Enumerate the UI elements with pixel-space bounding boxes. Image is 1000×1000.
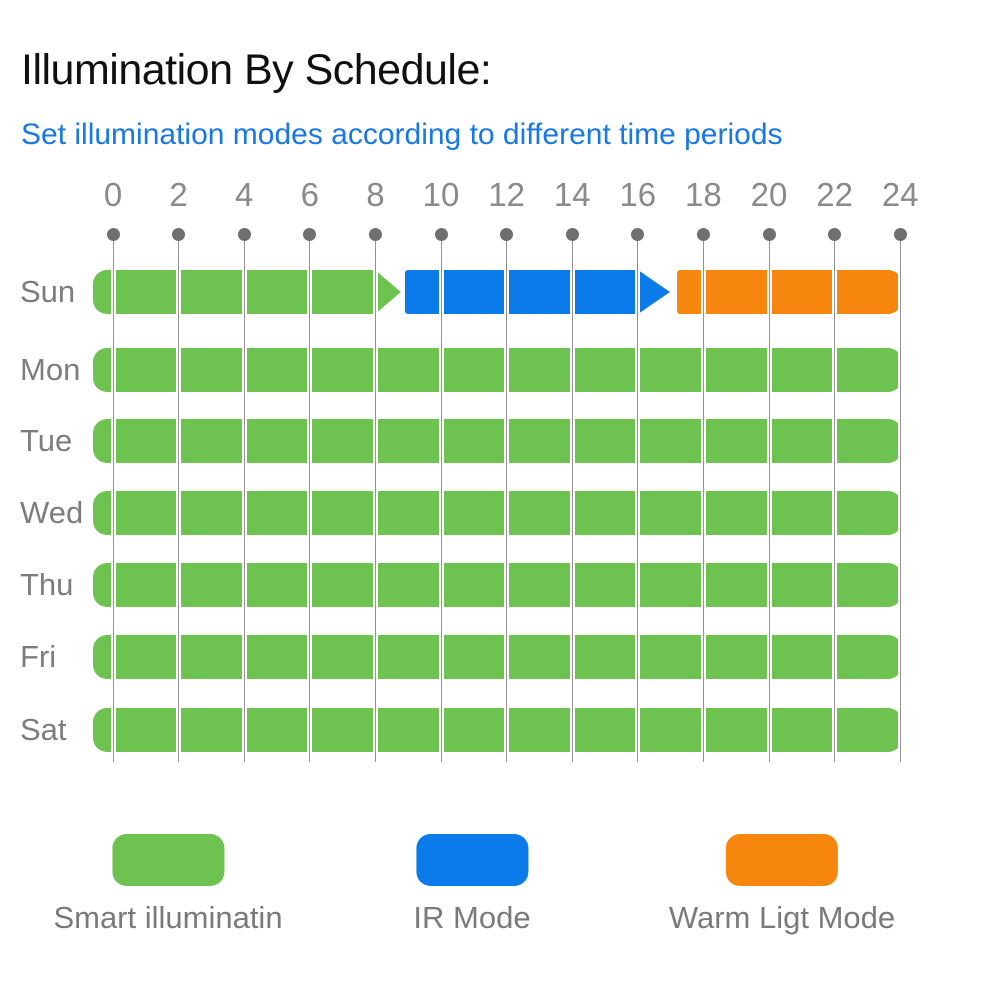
tick-dot-24 xyxy=(893,228,907,241)
tick-dot-20 xyxy=(762,228,776,241)
axis-tick-label-18: 18 xyxy=(685,176,722,213)
page-subtitle: Set illumination modes according to diff… xyxy=(21,118,783,151)
legend-swatch-ir xyxy=(415,834,528,886)
legend-swatch-smart xyxy=(112,834,224,886)
tick-dot-4 xyxy=(237,228,251,241)
axis-tick-label-22: 22 xyxy=(816,176,853,213)
tick-dot-0 xyxy=(106,228,120,241)
legend-item-smart: Smart illuminatin xyxy=(53,834,283,936)
axis-tick-label-10: 10 xyxy=(422,176,460,213)
legend-label-warm: Warm Ligt Mode xyxy=(668,900,896,935)
tick-dot-12 xyxy=(500,228,514,241)
bar-wed-smart xyxy=(93,491,902,535)
page-title: Illumination By Schedule: xyxy=(21,46,492,94)
axis-tick-label-16: 16 xyxy=(619,176,657,213)
axis-tick-label-6: 6 xyxy=(300,176,319,213)
axis-tick-label-24: 24 xyxy=(881,176,919,213)
bar-sun-ir xyxy=(404,270,638,314)
axis-tick-label-14: 14 xyxy=(553,176,591,213)
tick-dot-18 xyxy=(696,228,710,241)
gridline-4 xyxy=(241,237,247,762)
bar-fri-smart xyxy=(93,635,902,679)
day-label-fri: Fri xyxy=(20,639,57,674)
axis-tick-label-12: 12 xyxy=(488,176,525,213)
axis-tick-label-0: 0 xyxy=(103,176,123,213)
day-label-thu: Thu xyxy=(20,567,74,602)
axis-tick-label-4: 4 xyxy=(235,176,254,213)
bar-thu-smart xyxy=(93,563,902,607)
legend-swatch-warm xyxy=(726,834,838,886)
axis-tick-label-20: 20 xyxy=(750,176,788,213)
day-label-mon: Mon xyxy=(20,352,81,387)
legend-label-ir: IR Mode xyxy=(413,900,531,935)
bar-mon-smart xyxy=(93,348,902,392)
bar-arrowhead-sun-ir xyxy=(637,270,670,314)
bar-sun-warm xyxy=(677,270,902,314)
axis-tick-label-2: 2 xyxy=(169,176,188,213)
tick-dot-22 xyxy=(828,228,842,241)
gridline-18 xyxy=(700,237,706,762)
gridline-24 xyxy=(897,237,903,762)
gridline-16 xyxy=(635,237,641,762)
axis-tick-label-8: 8 xyxy=(366,176,385,213)
tick-dot-2 xyxy=(172,228,186,241)
tick-dot-10 xyxy=(434,228,448,241)
gridline-6 xyxy=(307,237,313,762)
day-label-sun: Sun xyxy=(20,274,76,309)
day-label-tue: Tue xyxy=(20,423,73,458)
gridline-8 xyxy=(372,237,378,762)
gridline-12 xyxy=(504,237,510,762)
bar-sat-smart xyxy=(93,708,902,752)
legend-label-smart: Smart illuminatin xyxy=(53,900,283,935)
tick-dot-16 xyxy=(631,228,645,241)
gridline-20 xyxy=(766,237,772,762)
tick-dot-8 xyxy=(368,228,382,241)
gridline-0 xyxy=(110,237,116,762)
day-label-sat: Sat xyxy=(20,712,67,747)
legend-item-ir: IR Mode xyxy=(413,834,531,936)
bar-arrowhead-sun-smart xyxy=(375,270,402,314)
tick-dot-6 xyxy=(303,228,317,241)
legend-item-warm: Warm Ligt Mode xyxy=(669,834,895,936)
day-label-wed: Wed xyxy=(20,495,84,530)
gridline-2 xyxy=(176,237,182,762)
bar-tue-smart xyxy=(93,419,902,463)
gridline-10 xyxy=(438,237,444,762)
tick-dot-14 xyxy=(565,228,579,241)
bar-sun-smart xyxy=(93,270,376,314)
gridline-22 xyxy=(832,237,838,762)
gridline-14 xyxy=(569,237,575,762)
